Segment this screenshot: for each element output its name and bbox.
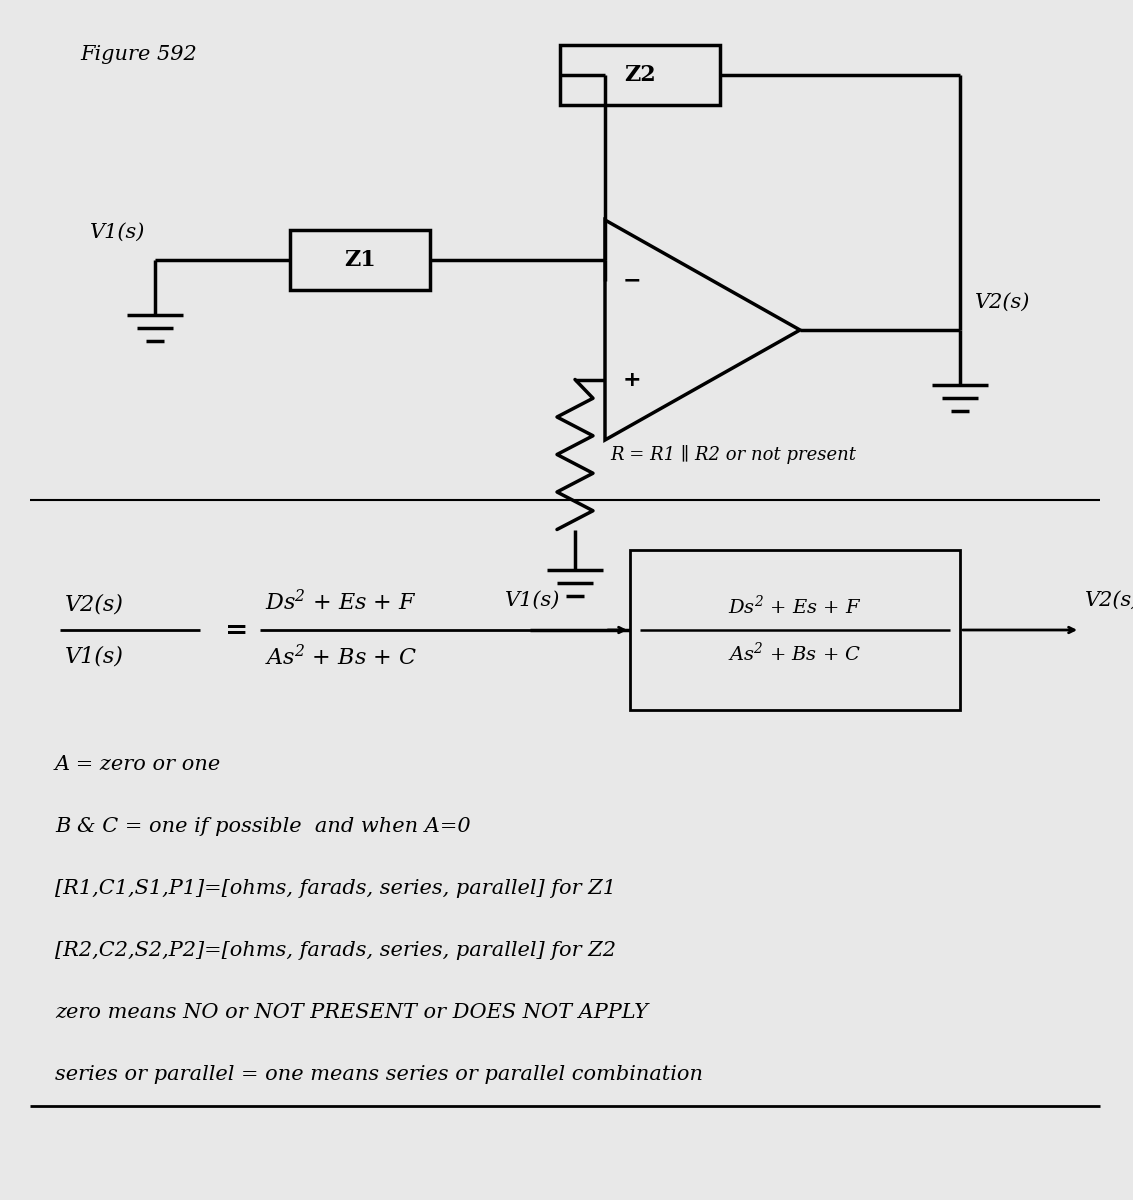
- Text: V1(s): V1(s): [65, 646, 123, 667]
- Text: $\mathdefault{As^2}$ + Bs + C: $\mathdefault{As^2}$ + Bs + C: [729, 642, 861, 665]
- Text: =: =: [225, 617, 248, 643]
- Text: V2(s): V2(s): [976, 293, 1030, 312]
- Text: V1(s): V1(s): [504, 590, 560, 610]
- Text: $\mathdefault{Ds^2}$ + Es + F: $\mathdefault{Ds^2}$ + Es + F: [265, 589, 417, 614]
- Text: −: −: [623, 270, 641, 290]
- Text: $\mathdefault{Ds^2}$ + Es + F: $\mathdefault{Ds^2}$ + Es + F: [729, 595, 861, 618]
- Text: Z2: Z2: [624, 64, 656, 86]
- Text: Figure 592: Figure 592: [80, 44, 197, 64]
- Text: V2(s): V2(s): [65, 593, 123, 614]
- Bar: [630, 550, 960, 710]
- Text: A = zero or one: A = zero or one: [56, 756, 221, 774]
- Text: series or parallel = one means series or parallel combination: series or parallel = one means series or…: [56, 1066, 702, 1085]
- Text: V1(s): V1(s): [90, 223, 145, 242]
- Text: B & C = one if possible  and when A=0: B & C = one if possible and when A=0: [56, 817, 470, 836]
- Text: $\mathdefault{As^2}$ + Bs + C: $\mathdefault{As^2}$ + Bs + C: [265, 646, 417, 670]
- Text: +: +: [623, 370, 641, 390]
- Text: [R1,C1,S1,P1]=[ohms, farads, series, parallel] for Z1: [R1,C1,S1,P1]=[ohms, farads, series, par…: [56, 880, 616, 899]
- Text: V2(s): V2(s): [1085, 590, 1133, 610]
- Bar: [560, 44, 719, 104]
- Bar: [290, 230, 431, 290]
- Text: zero means NO or NOT PRESENT or DOES NOT APPLY: zero means NO or NOT PRESENT or DOES NOT…: [56, 1003, 648, 1022]
- Text: Z1: Z1: [344, 248, 376, 271]
- Text: [R2,C2,S2,P2]=[ohms, farads, series, parallel] for Z2: [R2,C2,S2,P2]=[ohms, farads, series, par…: [56, 942, 616, 960]
- Text: R = R1 ∥ R2 or not present: R = R1 ∥ R2 or not present: [610, 445, 857, 464]
